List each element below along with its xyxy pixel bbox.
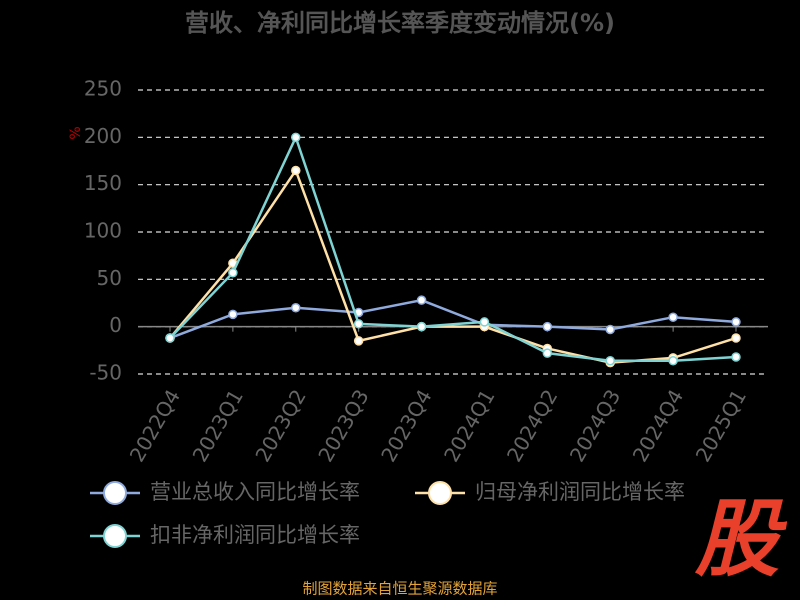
data-point — [291, 302, 301, 313]
x-tick-label: 2024Q1 — [439, 385, 499, 466]
legend-marker — [428, 481, 452, 505]
series-line — [169, 133, 737, 362]
series-line — [169, 167, 737, 364]
data-point — [353, 319, 364, 329]
y-tick-label: 50 — [97, 266, 122, 290]
data-point — [228, 267, 238, 278]
x-tick-label: 2024Q2 — [502, 385, 562, 466]
x-tick-label: 2025Q1 — [691, 385, 751, 466]
watermark-logo: 股 — [694, 490, 788, 588]
data-point — [731, 317, 741, 327]
y-tick-label: -50 — [89, 361, 122, 385]
y-axis-label: % — [68, 126, 84, 139]
y-tick-label: 100 — [84, 219, 122, 243]
legend-label: 扣非净利润同比增长率 — [150, 523, 360, 547]
x-tick-label: 2023Q1 — [188, 385, 248, 466]
legend-label: 营业总收入同比增长率 — [150, 480, 360, 504]
source-note: 制图数据来自恒生聚源数据库 — [302, 580, 497, 598]
data-point — [542, 348, 553, 358]
data-point — [731, 352, 741, 362]
chart-title: 营收、净利同比增长率季度变动情况(%) — [185, 9, 615, 37]
data-point — [605, 324, 615, 335]
data-point — [416, 295, 427, 305]
series-line — [169, 298, 737, 340]
legend-marker — [103, 524, 127, 548]
data-point — [291, 165, 301, 176]
data-point — [542, 321, 553, 332]
data-point — [228, 309, 238, 320]
y-tick-label: 150 — [84, 171, 122, 195]
y-tick-label: 250 — [84, 77, 122, 101]
x-tick-label: 2024Q4 — [628, 385, 688, 466]
data-point — [416, 321, 427, 332]
x-tick-label: 2023Q4 — [376, 385, 436, 466]
data-point — [668, 312, 678, 322]
x-tick-label: 2023Q2 — [250, 385, 310, 466]
data-point — [165, 333, 175, 343]
data-point — [291, 132, 301, 143]
data-point — [731, 333, 741, 343]
legend-label: 归母净利润同比增长率 — [475, 480, 685, 504]
x-tick-label: 2024Q3 — [565, 385, 625, 466]
y-tick-label: 200 — [84, 124, 122, 148]
x-tick-label: 2022Q4 — [125, 385, 185, 466]
x-tick-label: 2023Q3 — [313, 385, 373, 466]
data-point — [668, 355, 678, 366]
data-point — [605, 355, 615, 366]
y-tick-label: 0 — [109, 313, 122, 337]
data-point — [353, 336, 364, 346]
legend-marker — [103, 481, 127, 505]
data-point — [479, 317, 490, 327]
